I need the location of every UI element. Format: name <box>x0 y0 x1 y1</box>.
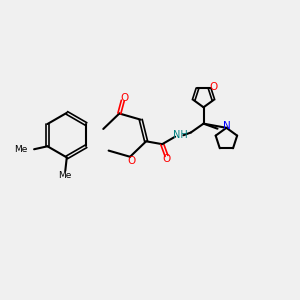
Text: NH: NH <box>173 130 188 140</box>
Text: O: O <box>162 154 171 164</box>
Text: Me: Me <box>14 145 28 154</box>
Text: O: O <box>120 93 128 103</box>
Text: O: O <box>209 82 217 92</box>
Text: Me: Me <box>58 171 72 180</box>
Text: N: N <box>223 121 230 131</box>
Text: O: O <box>128 156 136 166</box>
